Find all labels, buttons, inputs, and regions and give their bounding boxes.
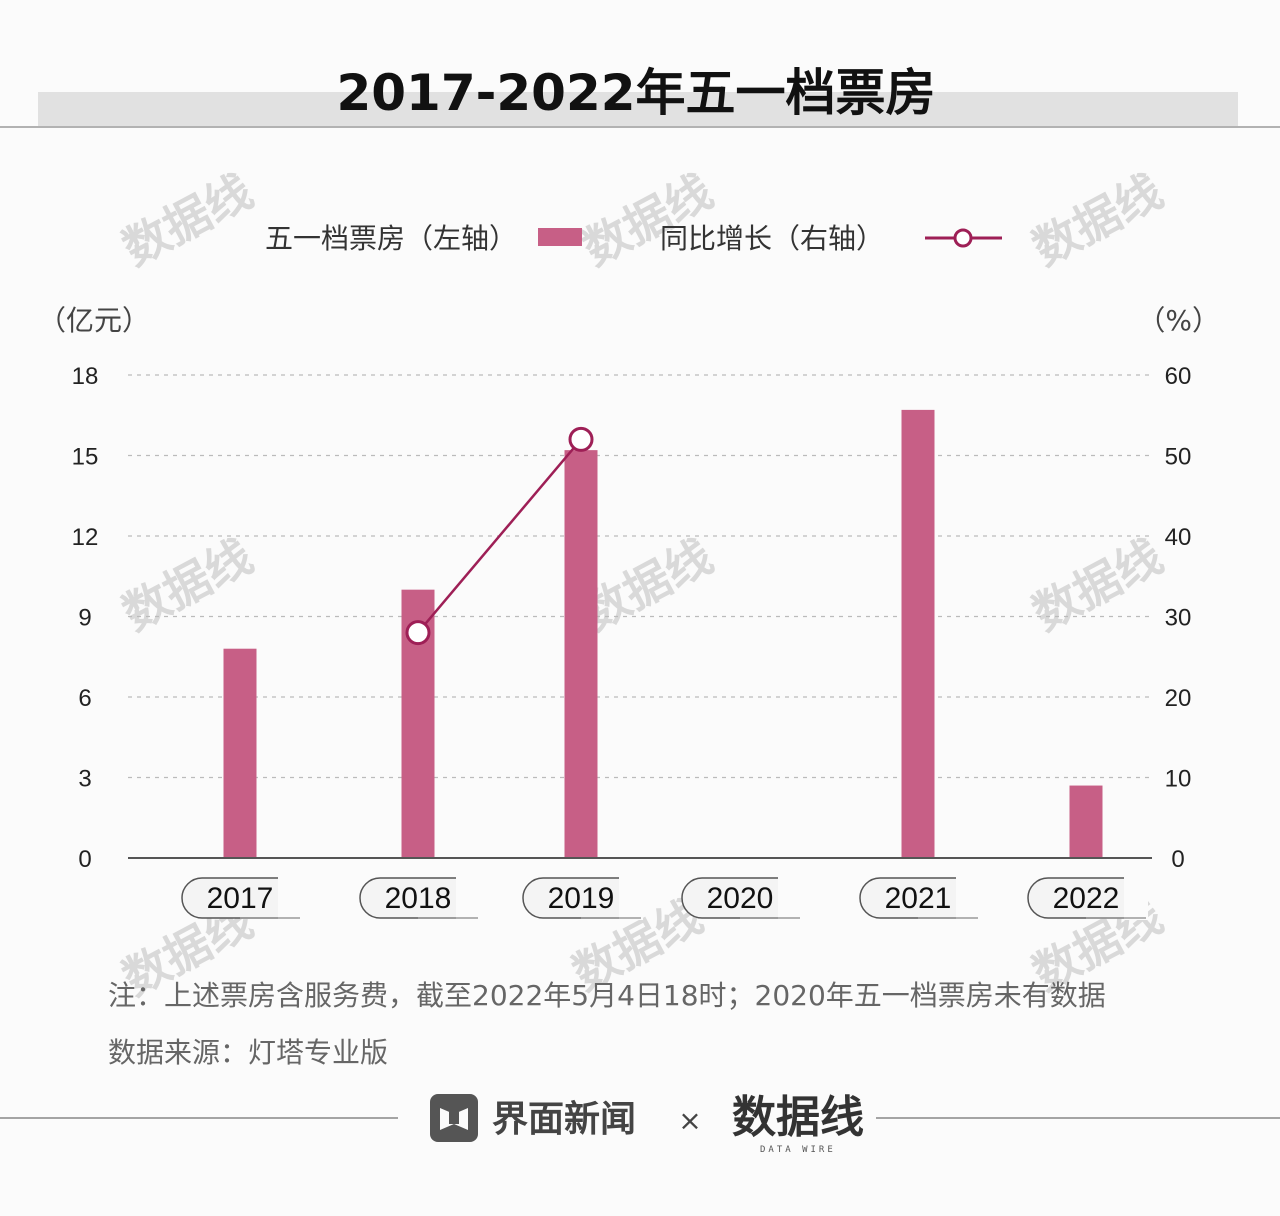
x-axis-categories: 2017 2018 2019 2020 2021 2022 — [181, 876, 1148, 920]
right-tick-label: 40 — [1165, 524, 1192, 551]
category-label: 2021 — [885, 882, 952, 915]
partner-logo-sub: DATA WIRE — [760, 1145, 836, 1155]
left-axis-ticks: 0 3 6 9 12 15 18 — [72, 363, 99, 873]
watermark-text: 数据线 — [114, 529, 261, 641]
growth-line — [417, 438, 582, 634]
right-axis-unit: （%） — [1137, 304, 1220, 337]
right-tick-label: 0 — [1171, 846, 1184, 873]
category-label: 2018 — [385, 882, 452, 915]
note-text: 注：上述票房含服务费，截至2022年5月4日18时；2020年五一档票房未有数据 — [108, 979, 1106, 1012]
brand-name: 界面新闻 — [492, 1099, 636, 1140]
watermark-text: 数据线 — [1024, 529, 1171, 641]
title-band — [38, 92, 1238, 126]
right-tick-label: 20 — [1165, 685, 1192, 712]
left-tick-label: 9 — [78, 605, 91, 632]
category-pill-2018: 2018 — [359, 876, 480, 920]
watermark-text: 数据线 — [114, 164, 261, 276]
right-tick-label: 50 — [1165, 444, 1192, 471]
watermark-text: 数据线 — [1024, 164, 1171, 276]
bar-2017 — [223, 648, 257, 858]
legend-line-marker — [953, 228, 973, 248]
category-label: 2020 — [707, 882, 774, 915]
legend-bar-label: 五一档票房（左轴） — [265, 222, 517, 255]
left-tick-label: 0 — [78, 846, 91, 873]
growth-point-2019 — [568, 426, 594, 452]
category-pill-2021: 2021 — [859, 876, 980, 920]
category-label: 2017 — [207, 882, 274, 915]
right-tick-label: 60 — [1165, 363, 1192, 390]
bar-2019 — [564, 450, 598, 858]
category-pill-2020: 2020 — [681, 876, 802, 920]
brand-separator: × — [678, 1104, 701, 1137]
left-tick-label: 15 — [72, 444, 99, 471]
category-label: 2022 — [1053, 882, 1120, 915]
left-tick-label: 6 — [78, 685, 91, 712]
left-tick-label: 3 — [78, 766, 91, 793]
left-tick-label: 12 — [72, 524, 99, 551]
bar-2022 — [1069, 785, 1103, 858]
category-pill-2022: 2022 — [1027, 876, 1148, 920]
category-pill-2019: 2019 — [522, 876, 643, 920]
legend-line-label: 同比增长（右轴） — [660, 222, 884, 255]
category-pill-2017: 2017 — [181, 876, 302, 920]
right-tick-label: 10 — [1165, 766, 1192, 793]
watermark-text: 数据线 — [574, 164, 721, 276]
partner-logo: 数据线 — [732, 1092, 864, 1143]
growth-line-series — [405, 426, 594, 646]
left-tick-label: 18 — [72, 363, 99, 390]
source-text: 数据来源：灯塔专业版 — [108, 1036, 388, 1069]
legend: 五一档票房（左轴） 同比增长（右轴） — [265, 222, 1002, 255]
left-axis-unit: （亿元） — [38, 304, 150, 337]
bar-series — [223, 409, 1103, 858]
bar-2021 — [901, 409, 935, 858]
growth-point-2018 — [405, 620, 431, 646]
right-axis-ticks: 0 10 20 30 40 50 60 — [1165, 363, 1192, 873]
legend-bar-swatch — [538, 228, 582, 246]
right-tick-label: 30 — [1165, 605, 1192, 632]
category-label: 2019 — [548, 882, 615, 915]
chart-title: 2017-2022年五一档票房 — [336, 64, 935, 122]
brand-logo-icon — [430, 1094, 478, 1142]
